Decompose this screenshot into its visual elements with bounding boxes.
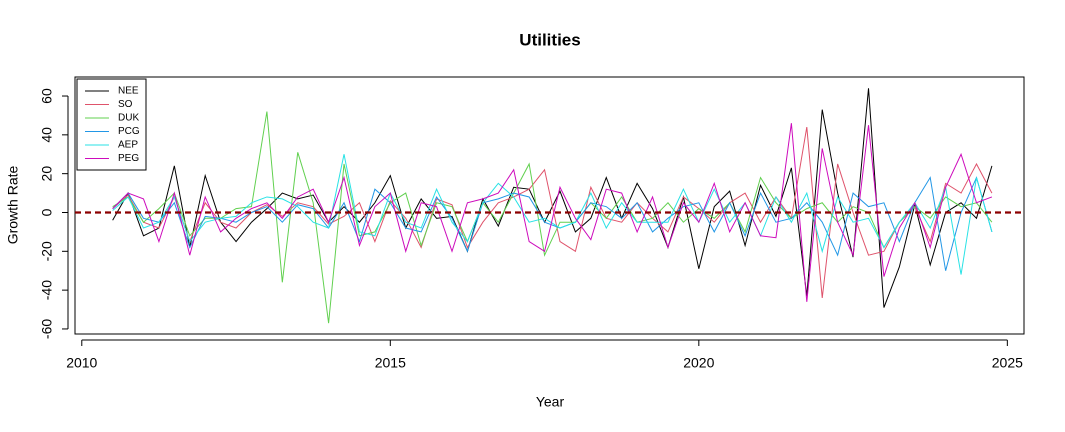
legend-label: DUK [118,113,139,124]
series-line [112,123,993,302]
legend-box [76,78,147,171]
legend-label: SO [118,99,133,110]
y-axis-label: Growth Rate [5,165,21,244]
x-tick-label: 2025 [992,355,1023,371]
legend-label: PEG [118,153,139,164]
x-tick-label: 2010 [66,355,97,371]
chart-title: Utilities [519,30,580,49]
y-tick-label: -40 [39,280,55,300]
y-tick-label: 60 [39,88,55,104]
series-line [112,154,993,275]
y-tick-label: -20 [39,241,55,261]
y-tick-label: -60 [39,319,55,339]
y-tick-label: 40 [39,127,55,143]
x-tick-label: 2020 [683,355,714,371]
series-line [112,126,993,298]
legend-label: AEP [118,140,138,151]
y-tick-label: 20 [39,166,55,182]
legend-label: PCG [118,126,140,137]
plot-frame [74,76,1025,335]
series-line [112,176,993,271]
y-tick-label: 0 [39,208,55,216]
x-tick-label: 2015 [375,355,406,371]
legend-label: NEE [118,86,139,97]
series-line [112,111,993,324]
x-axis-label: Year [536,394,565,410]
